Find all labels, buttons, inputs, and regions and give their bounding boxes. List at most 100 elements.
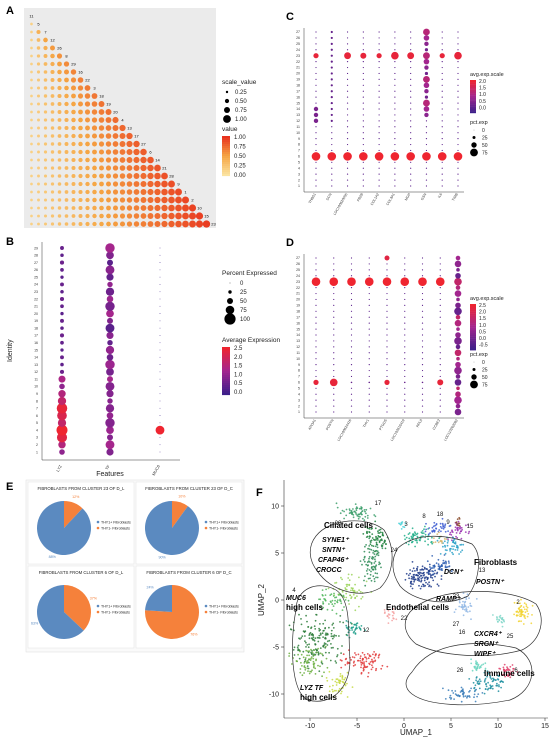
pie-legend-swatch-positive bbox=[204, 520, 208, 524]
lyz-dot bbox=[59, 296, 65, 302]
color-legend-step bbox=[470, 321, 476, 324]
umap-point bbox=[313, 639, 316, 642]
umap-point bbox=[296, 660, 298, 662]
umap-point bbox=[460, 686, 463, 689]
expression-dot bbox=[425, 120, 428, 122]
umap-point bbox=[319, 605, 322, 608]
umap-point bbox=[509, 665, 512, 668]
heatmap-cell bbox=[43, 78, 48, 82]
expression-dot bbox=[331, 173, 333, 175]
expression-dot bbox=[386, 375, 388, 378]
expression-dot bbox=[315, 334, 317, 336]
umap-point bbox=[449, 694, 452, 697]
umap-point bbox=[338, 635, 340, 637]
umap-point bbox=[304, 657, 307, 659]
expression-dot bbox=[368, 298, 370, 301]
umap-point bbox=[450, 534, 453, 536]
umap-point bbox=[495, 679, 497, 681]
umap-point bbox=[380, 667, 383, 670]
umap-point bbox=[313, 649, 316, 651]
umap-point bbox=[374, 572, 377, 574]
heatmap-cell bbox=[92, 173, 97, 179]
umap-point bbox=[351, 629, 353, 631]
identity-tick-label: 9 bbox=[36, 392, 38, 396]
umap-point bbox=[356, 622, 359, 624]
expression-dot bbox=[404, 334, 406, 336]
color-legend-step bbox=[470, 104, 476, 107]
umap-point bbox=[369, 655, 372, 658]
heatmap-cell bbox=[43, 86, 48, 90]
color-legend-step bbox=[222, 156, 230, 159]
heatmap-cell bbox=[91, 117, 98, 123]
identity-tick-label: 25 bbox=[296, 268, 300, 272]
expression-dot bbox=[378, 49, 380, 51]
umap-point bbox=[314, 637, 317, 640]
umap-point bbox=[325, 677, 328, 679]
umap-cluster-number: 25 bbox=[507, 634, 514, 640]
expression-dot bbox=[378, 126, 380, 128]
umap-point bbox=[348, 662, 350, 664]
umap-point bbox=[299, 668, 302, 670]
expression-dot bbox=[441, 120, 443, 122]
umap-point bbox=[462, 614, 465, 617]
color-legend-step bbox=[222, 363, 230, 366]
heatmap-cell bbox=[161, 196, 168, 204]
umap-point bbox=[308, 658, 310, 660]
heatmap-cell bbox=[85, 221, 90, 227]
size-legend-label: 50 bbox=[240, 299, 247, 305]
expression-dot bbox=[404, 316, 406, 318]
umap-point bbox=[373, 553, 376, 555]
color-legend-label: 1.5 bbox=[479, 86, 486, 92]
heatmap-cell bbox=[37, 182, 40, 186]
identity-tick-label: 18 bbox=[296, 310, 300, 314]
heatmap-cell bbox=[71, 101, 76, 107]
size-legend-label: 50 bbox=[482, 143, 488, 149]
heatmap-cell bbox=[30, 150, 33, 154]
muc6-dot bbox=[159, 386, 161, 387]
x-tick-label: 0 bbox=[402, 723, 406, 730]
expression-dot bbox=[421, 328, 424, 330]
heatmap-cell bbox=[105, 165, 112, 171]
heatmap-cell bbox=[98, 133, 105, 139]
panel-c-dots: 1234567891011121314151617181920212223242… bbox=[296, 28, 463, 216]
pie-legend-positive: THY1+ Fibroblasts bbox=[209, 520, 239, 524]
umap-point bbox=[375, 669, 377, 672]
umap-point bbox=[424, 530, 427, 533]
identity-tick-label: 1 bbox=[298, 410, 300, 414]
muc6-dot bbox=[159, 437, 161, 438]
color-legend-step bbox=[470, 338, 476, 341]
identity-tick-label: 10 bbox=[296, 357, 300, 361]
expression-dot bbox=[315, 102, 317, 104]
umap-point bbox=[392, 608, 395, 610]
expression-dot bbox=[378, 108, 380, 110]
umap-point bbox=[417, 571, 419, 574]
heatmap-cell bbox=[106, 197, 111, 203]
heatmap-cell bbox=[106, 181, 111, 187]
umap-point bbox=[461, 528, 463, 531]
muc6-dot bbox=[159, 335, 161, 336]
gene-tick-label: TIMB bbox=[451, 192, 459, 202]
umap-point bbox=[423, 571, 425, 574]
expression-dot bbox=[410, 90, 412, 92]
heatmap-cell bbox=[98, 101, 105, 107]
muc6-dot bbox=[159, 276, 161, 278]
expression-dot bbox=[346, 84, 349, 86]
heatmap-cell bbox=[43, 110, 48, 114]
expression-dot bbox=[421, 369, 424, 372]
umap-point bbox=[378, 532, 381, 534]
heatmap-cell bbox=[50, 134, 55, 138]
umap-point bbox=[377, 535, 380, 537]
heatmap-cell bbox=[78, 141, 83, 147]
expression-dot bbox=[368, 393, 370, 395]
umap-point bbox=[444, 552, 447, 555]
umap-point bbox=[336, 681, 338, 684]
color-legend-step bbox=[222, 172, 230, 175]
umap-point bbox=[374, 545, 377, 548]
umap-point bbox=[412, 574, 415, 576]
umap-point bbox=[467, 532, 470, 535]
umap-point bbox=[391, 614, 394, 617]
expression-dot bbox=[404, 369, 406, 372]
heatmap-diag-label: 17 bbox=[134, 134, 139, 139]
umap-point bbox=[331, 599, 334, 602]
umap-point bbox=[367, 657, 370, 660]
